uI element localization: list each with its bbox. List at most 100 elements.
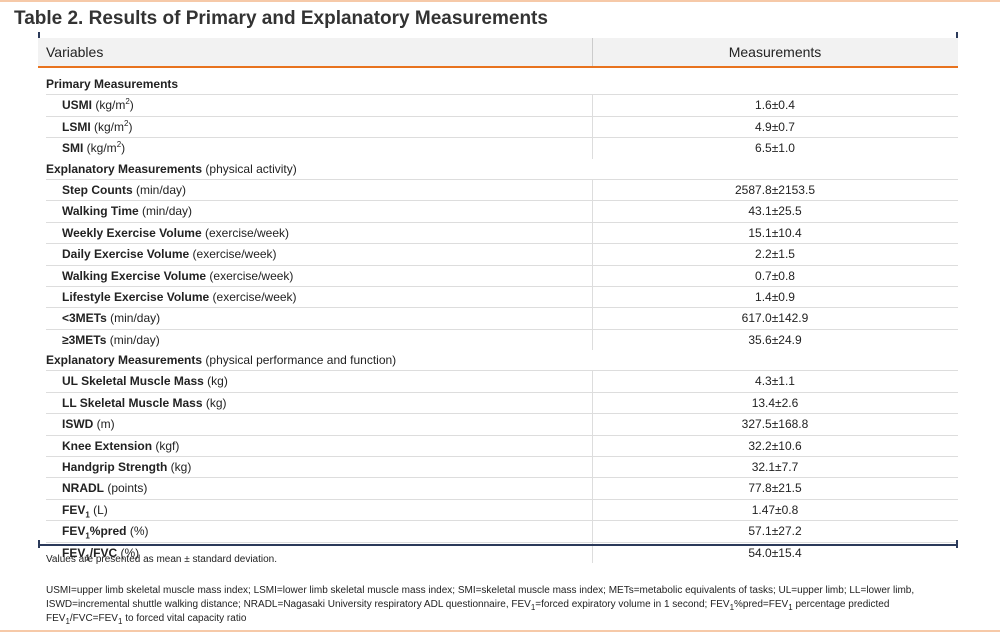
text-segment: Step Counts bbox=[62, 182, 133, 197]
divider bbox=[592, 542, 593, 563]
text-segment: (points) bbox=[104, 481, 148, 496]
text-segment: =forced expiratory volume in 1 second; F… bbox=[535, 599, 730, 610]
divider bbox=[592, 414, 593, 435]
footnote: Values are presented as mean ± standard … bbox=[46, 554, 278, 565]
table-row: Handgrip Strength (kg) 32.1±7.7 bbox=[46, 456, 958, 478]
text-segment: Knee Extension bbox=[62, 438, 153, 453]
row-value: 15.1±10.4 bbox=[748, 225, 802, 240]
divider bbox=[592, 222, 593, 244]
text-segment: 1 bbox=[729, 603, 735, 612]
text-segment: 1 bbox=[788, 603, 793, 612]
row-value: 32.2±10.6 bbox=[748, 438, 802, 453]
row-label: ISWD (m) bbox=[62, 417, 115, 431]
text-segment: percentage predicted FEV bbox=[46, 599, 890, 624]
text-segment: Daily Exercise Volume bbox=[62, 247, 190, 262]
divider bbox=[592, 244, 593, 265]
table-row: <3METs (min/day) 617.0±142.9 bbox=[46, 307, 958, 329]
row-value: 35.6±24.9 bbox=[748, 332, 802, 347]
divider bbox=[592, 201, 593, 222]
row-value: 4.3±1.1 bbox=[755, 374, 795, 389]
table-row: FEV1%pred (%) 57.1±27.2 bbox=[46, 520, 958, 542]
table-row: LSMI (kg/m2) 4.9±0.7 bbox=[46, 115, 958, 138]
divider bbox=[592, 329, 593, 351]
row-label: FEV1/FVC (%) bbox=[62, 545, 139, 562]
section-row: Explanatory Measurements (physical activ… bbox=[38, 159, 958, 179]
text-segment: (exercise/week) bbox=[206, 268, 294, 283]
row-value: 4.9±0.7 bbox=[755, 119, 795, 134]
table-row: UL Skeletal Muscle Mass (kg) 4.3±1.1 bbox=[46, 370, 958, 392]
row-value: 57.1±27.2 bbox=[748, 524, 802, 539]
text-segment: ) bbox=[128, 119, 133, 134]
divider bbox=[592, 95, 593, 116]
row-label: LSMI (kg/m2) bbox=[62, 119, 133, 134]
text-segment: ≥3METs bbox=[62, 332, 107, 347]
divider bbox=[592, 392, 593, 414]
divider bbox=[592, 499, 593, 521]
row-value: 1.6±0.4 bbox=[755, 98, 795, 113]
text-segment: (kg/m bbox=[90, 119, 125, 134]
text-segment: Explanatory Measurements bbox=[46, 353, 203, 368]
text-segment: (min/day) bbox=[132, 182, 187, 197]
text-segment: 1 bbox=[85, 510, 90, 520]
text-segment: /FVC=FEV bbox=[69, 613, 118, 624]
divider bbox=[592, 179, 593, 201]
table-row: LL Skeletal Muscle Mass (kg) 13.4±2.6 bbox=[46, 391, 958, 414]
text-segment: (physical performance and function) bbox=[202, 353, 397, 368]
abbreviations: USMI=upper limb skeletal muscle mass ind… bbox=[46, 584, 956, 626]
row-value: 13.4±2.6 bbox=[751, 395, 799, 410]
row-value: 54.0±15.4 bbox=[748, 545, 802, 560]
divider bbox=[592, 457, 593, 478]
divider bbox=[592, 435, 593, 457]
divider bbox=[592, 478, 593, 499]
row-value: 327.5±168.8 bbox=[741, 417, 809, 432]
text-segment: (min/day) bbox=[106, 311, 161, 326]
table-header: Variables Measurements bbox=[38, 38, 958, 68]
text-segment: USMI=upper limb skeletal muscle mass ind… bbox=[46, 585, 915, 610]
table-row: Lifestyle Exercise Volume (exercise/week… bbox=[46, 285, 958, 308]
divider bbox=[592, 38, 593, 66]
row-value: 1.4±0.9 bbox=[755, 289, 795, 304]
text-segment: 1 bbox=[85, 531, 90, 541]
text-segment: FEV bbox=[62, 502, 86, 517]
row-label: SMI (kg/m2) bbox=[62, 141, 125, 156]
text-segment: %pred bbox=[89, 524, 127, 539]
row-value: 32.1±7.7 bbox=[751, 460, 799, 475]
text-segment: /FVC bbox=[89, 545, 118, 560]
row-label: Explanatory Measurements (physical activ… bbox=[46, 162, 297, 176]
text-segment: (exercise/week) bbox=[209, 289, 297, 304]
row-value: 6.5±1.0 bbox=[755, 141, 795, 156]
text-segment: (L) bbox=[89, 502, 108, 517]
tick bbox=[956, 540, 958, 548]
row-label: Weekly Exercise Volume (exercise/week) bbox=[62, 226, 289, 240]
row-label: Primary Measurements bbox=[46, 77, 178, 91]
row-label: Lifestyle Exercise Volume (exercise/week… bbox=[62, 290, 297, 304]
row-value: 0.7±0.8 bbox=[755, 268, 795, 283]
text-segment: FEV bbox=[62, 545, 86, 560]
text-segment: (kg/m bbox=[83, 141, 117, 156]
table-row: ISWD (m) 327.5±168.8 bbox=[46, 413, 958, 435]
text-segment: Lifestyle Exercise Volume bbox=[62, 289, 210, 304]
bottom-rule bbox=[38, 544, 958, 546]
text-segment: to forced vital capacity ratio bbox=[122, 613, 247, 624]
table-row: Walking Exercise Volume (exercise/week) 0… bbox=[46, 264, 958, 286]
table-body: Primary Measurements USMI (kg/m2) 1.6±0.4 L… bbox=[38, 74, 958, 563]
text-segment: (kg/m bbox=[92, 98, 126, 113]
text-segment: 1 bbox=[65, 617, 70, 626]
section-row: Explanatory Measurements (physical perfo… bbox=[38, 350, 958, 370]
row-label: Explanatory Measurements (physical perfo… bbox=[46, 353, 396, 367]
top-rule bbox=[0, 0, 1000, 2]
text-segment: (exercise/week) bbox=[201, 225, 289, 240]
row-value: 2.2±1.5 bbox=[755, 247, 795, 262]
section-row: Primary Measurements bbox=[38, 74, 958, 94]
text-segment: 2 bbox=[125, 97, 130, 107]
table-row: NRADL (points) 77.8±21.5 bbox=[46, 477, 958, 499]
table-row: FEV1 (L) 1.47±0.8 bbox=[46, 498, 958, 521]
row-value: 43.1±25.5 bbox=[748, 204, 802, 219]
row-label: Step Counts (min/day) bbox=[62, 183, 186, 197]
text-segment: Walking Exercise Volume bbox=[62, 268, 207, 283]
row-label: <3METs (min/day) bbox=[62, 311, 160, 325]
row-label: Daily Exercise Volume (exercise/week) bbox=[62, 247, 277, 261]
text-segment: Weekly Exercise Volume bbox=[62, 225, 202, 240]
text-segment: (kg) bbox=[203, 374, 228, 389]
